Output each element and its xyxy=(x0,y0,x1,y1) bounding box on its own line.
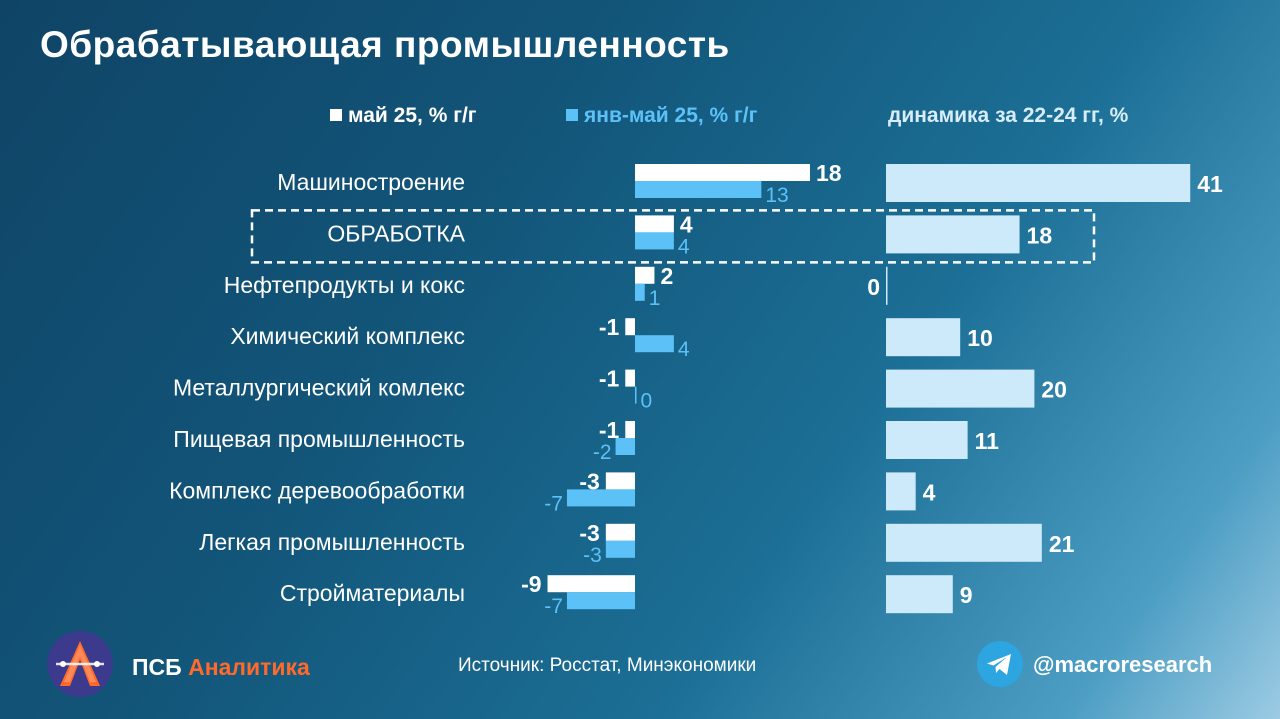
bar-series2 xyxy=(635,283,645,301)
data-label-series2: 0 xyxy=(641,390,653,413)
bar-series3 xyxy=(886,575,953,614)
bar-series3 xyxy=(886,215,1020,254)
category-label: Легкая промышленность xyxy=(199,529,465,555)
data-label-series1: 4 xyxy=(680,211,693,237)
data-label-series3: 9 xyxy=(960,582,973,608)
category-label: Машиностроение xyxy=(277,169,465,195)
bar-series2 xyxy=(605,540,635,558)
bar-series1 xyxy=(625,369,635,387)
legend-series1: май 25, % г/г xyxy=(330,104,477,128)
bar-series2 xyxy=(635,335,674,353)
psb-logo-icon xyxy=(47,631,113,697)
legend-label-series3: динамика за 22-24 гг, % xyxy=(888,104,1129,127)
bar-series2 xyxy=(566,592,635,610)
legend-label-series1: май 25, % г/г xyxy=(348,104,477,127)
data-label-series3: 21 xyxy=(1049,531,1075,557)
category-label: Химический комплекс xyxy=(230,323,465,349)
data-label-series2: -3 xyxy=(583,544,602,567)
legend-swatch-series1 xyxy=(330,109,342,121)
bar-series1 xyxy=(625,318,635,336)
data-label-series2: -7 xyxy=(544,595,563,618)
data-label-series3: 4 xyxy=(923,479,936,505)
legend-swatch-series2 xyxy=(566,109,578,121)
data-label-series2: 4 xyxy=(678,338,690,361)
source-note: Источник: Росстат, Минэкономики xyxy=(458,655,757,676)
data-label-series1: 2 xyxy=(660,263,673,289)
data-label-series1: -1 xyxy=(599,417,620,443)
legend-label-series2: янв-май 25, % г/г xyxy=(584,104,758,127)
bar-series2 xyxy=(635,181,762,198)
page-title: Обрабатывающая промышленность xyxy=(40,24,730,65)
data-label-series1: -1 xyxy=(599,366,620,392)
bar-series2 xyxy=(635,386,637,404)
bar-series1 xyxy=(547,575,635,593)
legend-series2: янв-май 25, % г/г xyxy=(566,104,757,128)
bar-series1 xyxy=(625,421,635,438)
category-label: Стройматериалы xyxy=(280,580,465,606)
category-label: Нефтепродукты и кокс xyxy=(224,272,465,298)
bar-series3 xyxy=(886,266,888,305)
category-label: ОБРАБОТКА xyxy=(327,220,465,246)
data-label-series3: 0 xyxy=(867,274,880,300)
bar-series3 xyxy=(886,318,961,357)
category-label: Металлургический комлекс xyxy=(173,375,465,401)
data-label-series3: 41 xyxy=(1197,171,1223,197)
bar-series3 xyxy=(886,472,916,511)
legend-series3: динамика за 22-24 гг, % xyxy=(888,104,1128,128)
data-label-series1: -1 xyxy=(599,314,620,340)
bar-series3 xyxy=(886,421,968,459)
data-label-series3: 11 xyxy=(975,428,1000,454)
data-label-series3: 18 xyxy=(1027,222,1053,248)
telegram-icon[interactable] xyxy=(977,641,1023,687)
category-label: Комплекс деревообработки xyxy=(169,477,465,503)
bar-series1 xyxy=(635,164,810,181)
data-label-series2: 4 xyxy=(678,235,690,258)
brand-main: ПСБ xyxy=(132,654,182,680)
bar-series3 xyxy=(886,523,1042,562)
data-label-series2: -7 xyxy=(544,492,563,515)
bar-series1 xyxy=(635,215,674,233)
bar-series2 xyxy=(615,438,635,455)
bar-series3 xyxy=(886,369,1035,408)
data-label-series2: 13 xyxy=(765,184,788,207)
data-label-series3: 20 xyxy=(1041,377,1067,403)
highlight-box xyxy=(250,209,1096,264)
bar-series3 xyxy=(886,164,1191,202)
data-label-series2: -2 xyxy=(593,441,612,464)
bar-series1 xyxy=(605,523,635,541)
bar-series1 xyxy=(635,266,655,284)
bar-series2 xyxy=(566,489,635,507)
category-label: Пищевая промышленность xyxy=(173,426,465,452)
data-label-series2: 1 xyxy=(649,287,661,310)
data-label-series1: -3 xyxy=(579,468,599,494)
data-label-series1: -3 xyxy=(579,520,599,546)
bar-series2 xyxy=(635,232,674,250)
data-label-series1: -9 xyxy=(521,571,541,597)
brand-accent: Аналитика xyxy=(188,654,310,680)
data-label-series1: 18 xyxy=(816,160,842,186)
telegram-handle[interactable]: @macroresearch xyxy=(1033,652,1213,677)
data-label-series3: 10 xyxy=(967,325,993,351)
brand-name: ПСБ Аналитика xyxy=(132,654,310,681)
bar-series1 xyxy=(605,472,635,490)
